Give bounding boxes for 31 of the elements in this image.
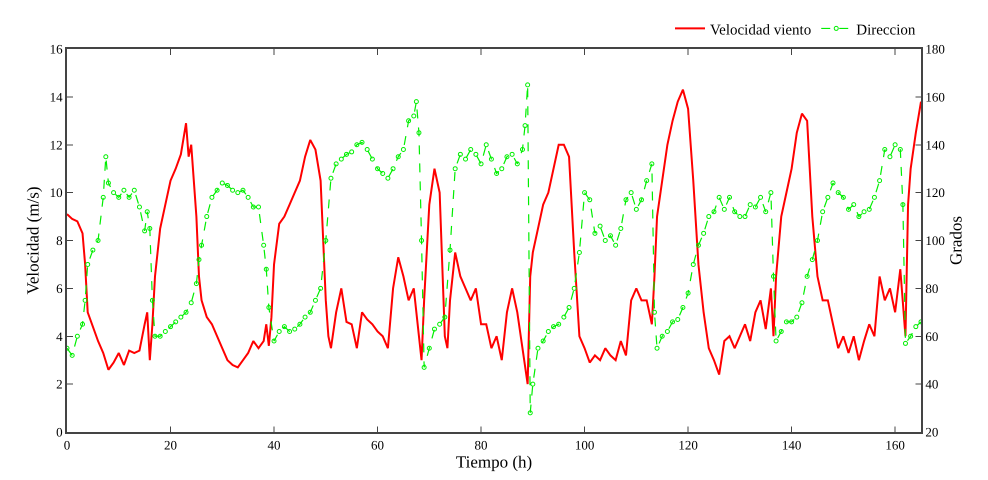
y-tick-label: 2 <box>56 376 63 392</box>
y2-tick-label: 180 <box>925 42 945 57</box>
y-tick-label: 10 <box>50 185 63 200</box>
x-tick-label: 20 <box>164 437 178 452</box>
y2-tick-label: 40 <box>925 376 938 392</box>
y-tick-label: 16 <box>50 42 64 57</box>
x-tick-label: 160 <box>885 437 905 452</box>
x-axis-title: Tiempo (h) <box>456 452 532 472</box>
legend-label: Direccion <box>856 22 916 38</box>
x-tick-label: 120 <box>678 437 698 452</box>
x-tick-label: 140 <box>782 437 802 452</box>
x-tick-label: 80 <box>474 437 488 452</box>
y2-tick-label: 120 <box>925 185 945 200</box>
x-tick-label: 100 <box>574 437 594 452</box>
y-axis-title: Velocidad (m/s) <box>24 186 43 295</box>
y2-tick-label: 100 <box>925 233 945 248</box>
y2-tick-label: 80 <box>925 280 938 296</box>
x-tick-label: 60 <box>371 437 384 452</box>
y2-tick-label: 160 <box>925 89 945 104</box>
y2-tick-label: 20 <box>925 424 938 440</box>
y-tick-label: 8 <box>56 233 63 248</box>
y2-tick-label: 140 <box>925 137 945 152</box>
y2-axis-title: Grados <box>946 216 966 266</box>
y2-tick-label: 60 <box>925 328 938 344</box>
y-tick-label: 12 <box>50 137 63 152</box>
y-tick-label: 6 <box>56 280 64 296</box>
y-tick-label: 14 <box>50 89 64 104</box>
legend-label: Velocidad viento <box>710 22 812 38</box>
y-tick-label: 0 <box>56 424 63 440</box>
x-tick-label: 40 <box>268 437 281 452</box>
y-tick-label: 4 <box>56 328 64 344</box>
